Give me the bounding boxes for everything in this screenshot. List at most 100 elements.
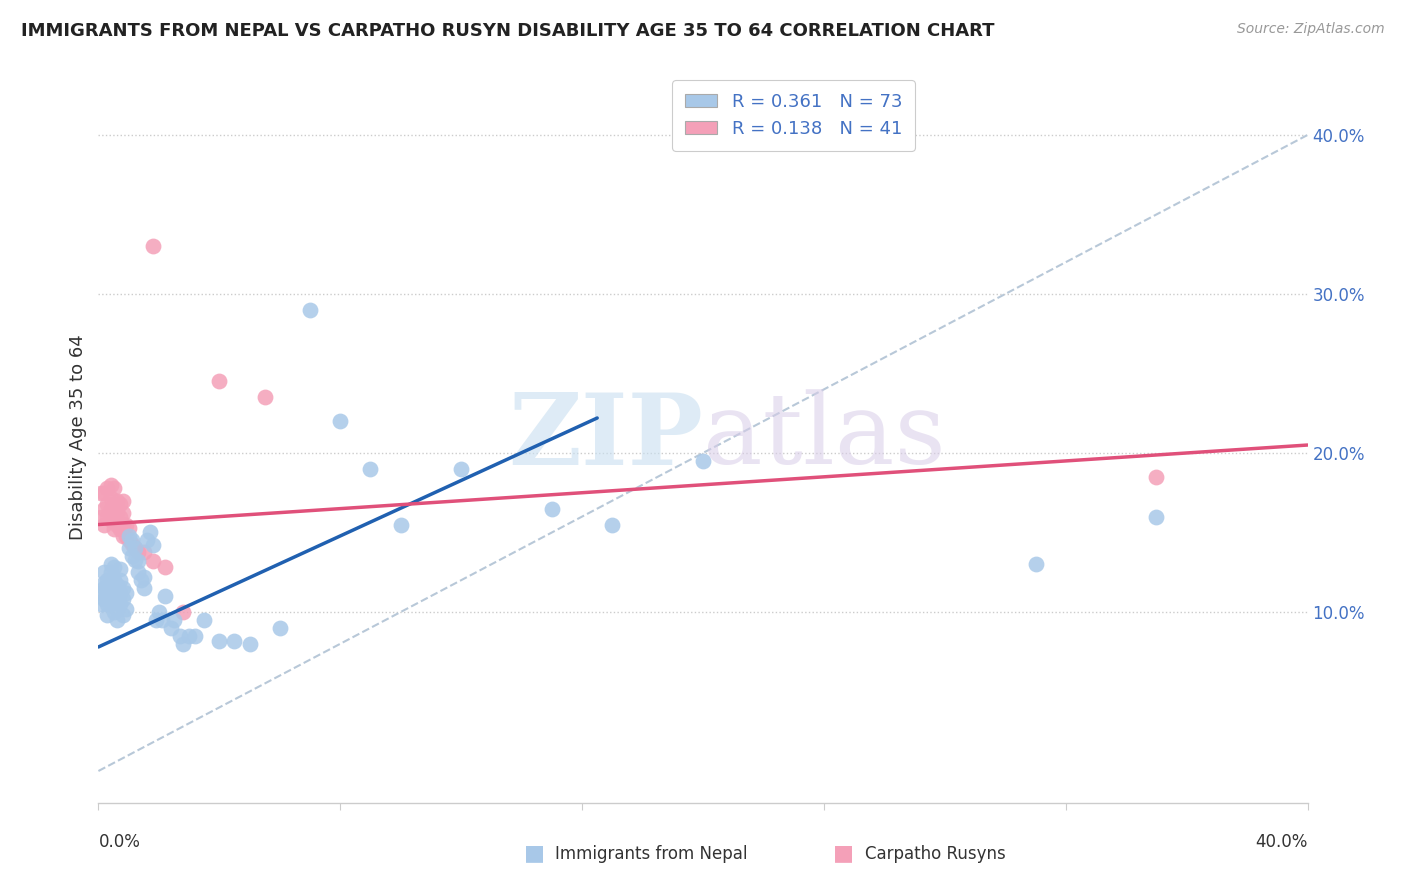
Point: [329, 414, 352, 428]
Point: [93, 485, 115, 500]
Point: [105, 602, 128, 616]
Point: [114, 529, 136, 543]
Point: [108, 497, 131, 511]
Point: [360, 462, 382, 476]
Point: [121, 549, 143, 564]
Point: [111, 507, 134, 521]
Point: [111, 529, 134, 543]
Text: IMMIGRANTS FROM NEPAL VS CARPATHO RUSYN DISABILITY AGE 35 TO 64 CORRELATION CHAR: IMMIGRANTS FROM NEPAL VS CARPATHO RUSYN …: [21, 22, 994, 40]
Point: [127, 566, 149, 580]
Point: [111, 581, 134, 595]
Point: [129, 573, 152, 587]
Point: [93, 576, 115, 591]
Point: [100, 501, 122, 516]
Point: [100, 586, 122, 600]
Point: [127, 544, 149, 558]
Point: [90, 597, 112, 611]
Point: [96, 573, 118, 587]
Point: [540, 501, 562, 516]
Point: [692, 454, 714, 468]
Point: [269, 621, 291, 635]
Point: [96, 581, 118, 595]
Point: [135, 533, 157, 548]
Point: [239, 637, 262, 651]
Point: [184, 629, 207, 643]
Point: [103, 522, 125, 536]
Point: [90, 586, 112, 600]
Point: [100, 576, 122, 591]
Y-axis label: Disability Age 35 to 64: Disability Age 35 to 64: [69, 334, 87, 540]
Point: [153, 589, 176, 603]
Point: [124, 552, 146, 566]
Point: [172, 637, 194, 651]
Point: [105, 517, 128, 532]
Point: [169, 629, 191, 643]
Point: [118, 533, 141, 548]
Point: [114, 586, 136, 600]
Point: [148, 605, 170, 619]
Point: [96, 497, 118, 511]
Point: [179, 629, 201, 643]
Point: [108, 573, 131, 587]
Point: [103, 573, 125, 587]
Text: ZIP: ZIP: [508, 389, 703, 485]
Point: [150, 613, 173, 627]
Point: [127, 554, 149, 568]
Point: [100, 477, 122, 491]
Point: [111, 493, 134, 508]
Point: [224, 633, 246, 648]
Point: [100, 566, 122, 580]
Point: [142, 239, 165, 253]
Point: [108, 509, 131, 524]
Point: [118, 529, 141, 543]
Point: [193, 613, 215, 627]
Point: [96, 589, 118, 603]
Point: [105, 493, 128, 508]
Point: [108, 586, 131, 600]
Point: [103, 509, 125, 524]
Point: [1024, 558, 1046, 572]
Point: [93, 501, 115, 516]
Text: ■: ■: [524, 844, 544, 863]
Point: [111, 608, 134, 623]
Point: [142, 554, 165, 568]
Text: ■: ■: [834, 844, 853, 863]
Point: [103, 497, 125, 511]
Point: [105, 578, 128, 592]
Point: [153, 560, 176, 574]
Point: [93, 566, 115, 580]
Point: [108, 597, 131, 611]
Point: [96, 597, 118, 611]
Point: [105, 613, 128, 627]
Point: [100, 558, 122, 572]
Point: [103, 481, 125, 495]
Point: [145, 613, 167, 627]
Point: [100, 491, 122, 505]
Text: Source: ZipAtlas.com: Source: ZipAtlas.com: [1237, 22, 1385, 37]
Point: [121, 536, 143, 550]
Point: [160, 621, 183, 635]
Point: [111, 592, 134, 607]
Point: [299, 302, 322, 317]
Point: [114, 517, 136, 532]
Point: [389, 517, 412, 532]
Point: [1144, 470, 1167, 484]
Point: [108, 522, 131, 536]
Point: [96, 481, 118, 495]
Point: [96, 608, 118, 623]
Point: [124, 541, 146, 556]
Point: [172, 605, 194, 619]
Point: [96, 509, 118, 524]
Point: [103, 605, 125, 619]
Point: [139, 525, 162, 540]
Point: [93, 517, 115, 532]
Point: [93, 581, 115, 595]
Point: [208, 633, 231, 648]
Point: [118, 521, 141, 535]
Point: [90, 485, 112, 500]
Point: [208, 375, 231, 389]
Point: [602, 517, 624, 532]
Text: Carpatho Rusyns: Carpatho Rusyns: [865, 846, 1005, 863]
Legend: R = 0.361   N = 73, R = 0.138   N = 41: R = 0.361 N = 73, R = 0.138 N = 41: [672, 80, 915, 151]
Point: [132, 544, 155, 558]
